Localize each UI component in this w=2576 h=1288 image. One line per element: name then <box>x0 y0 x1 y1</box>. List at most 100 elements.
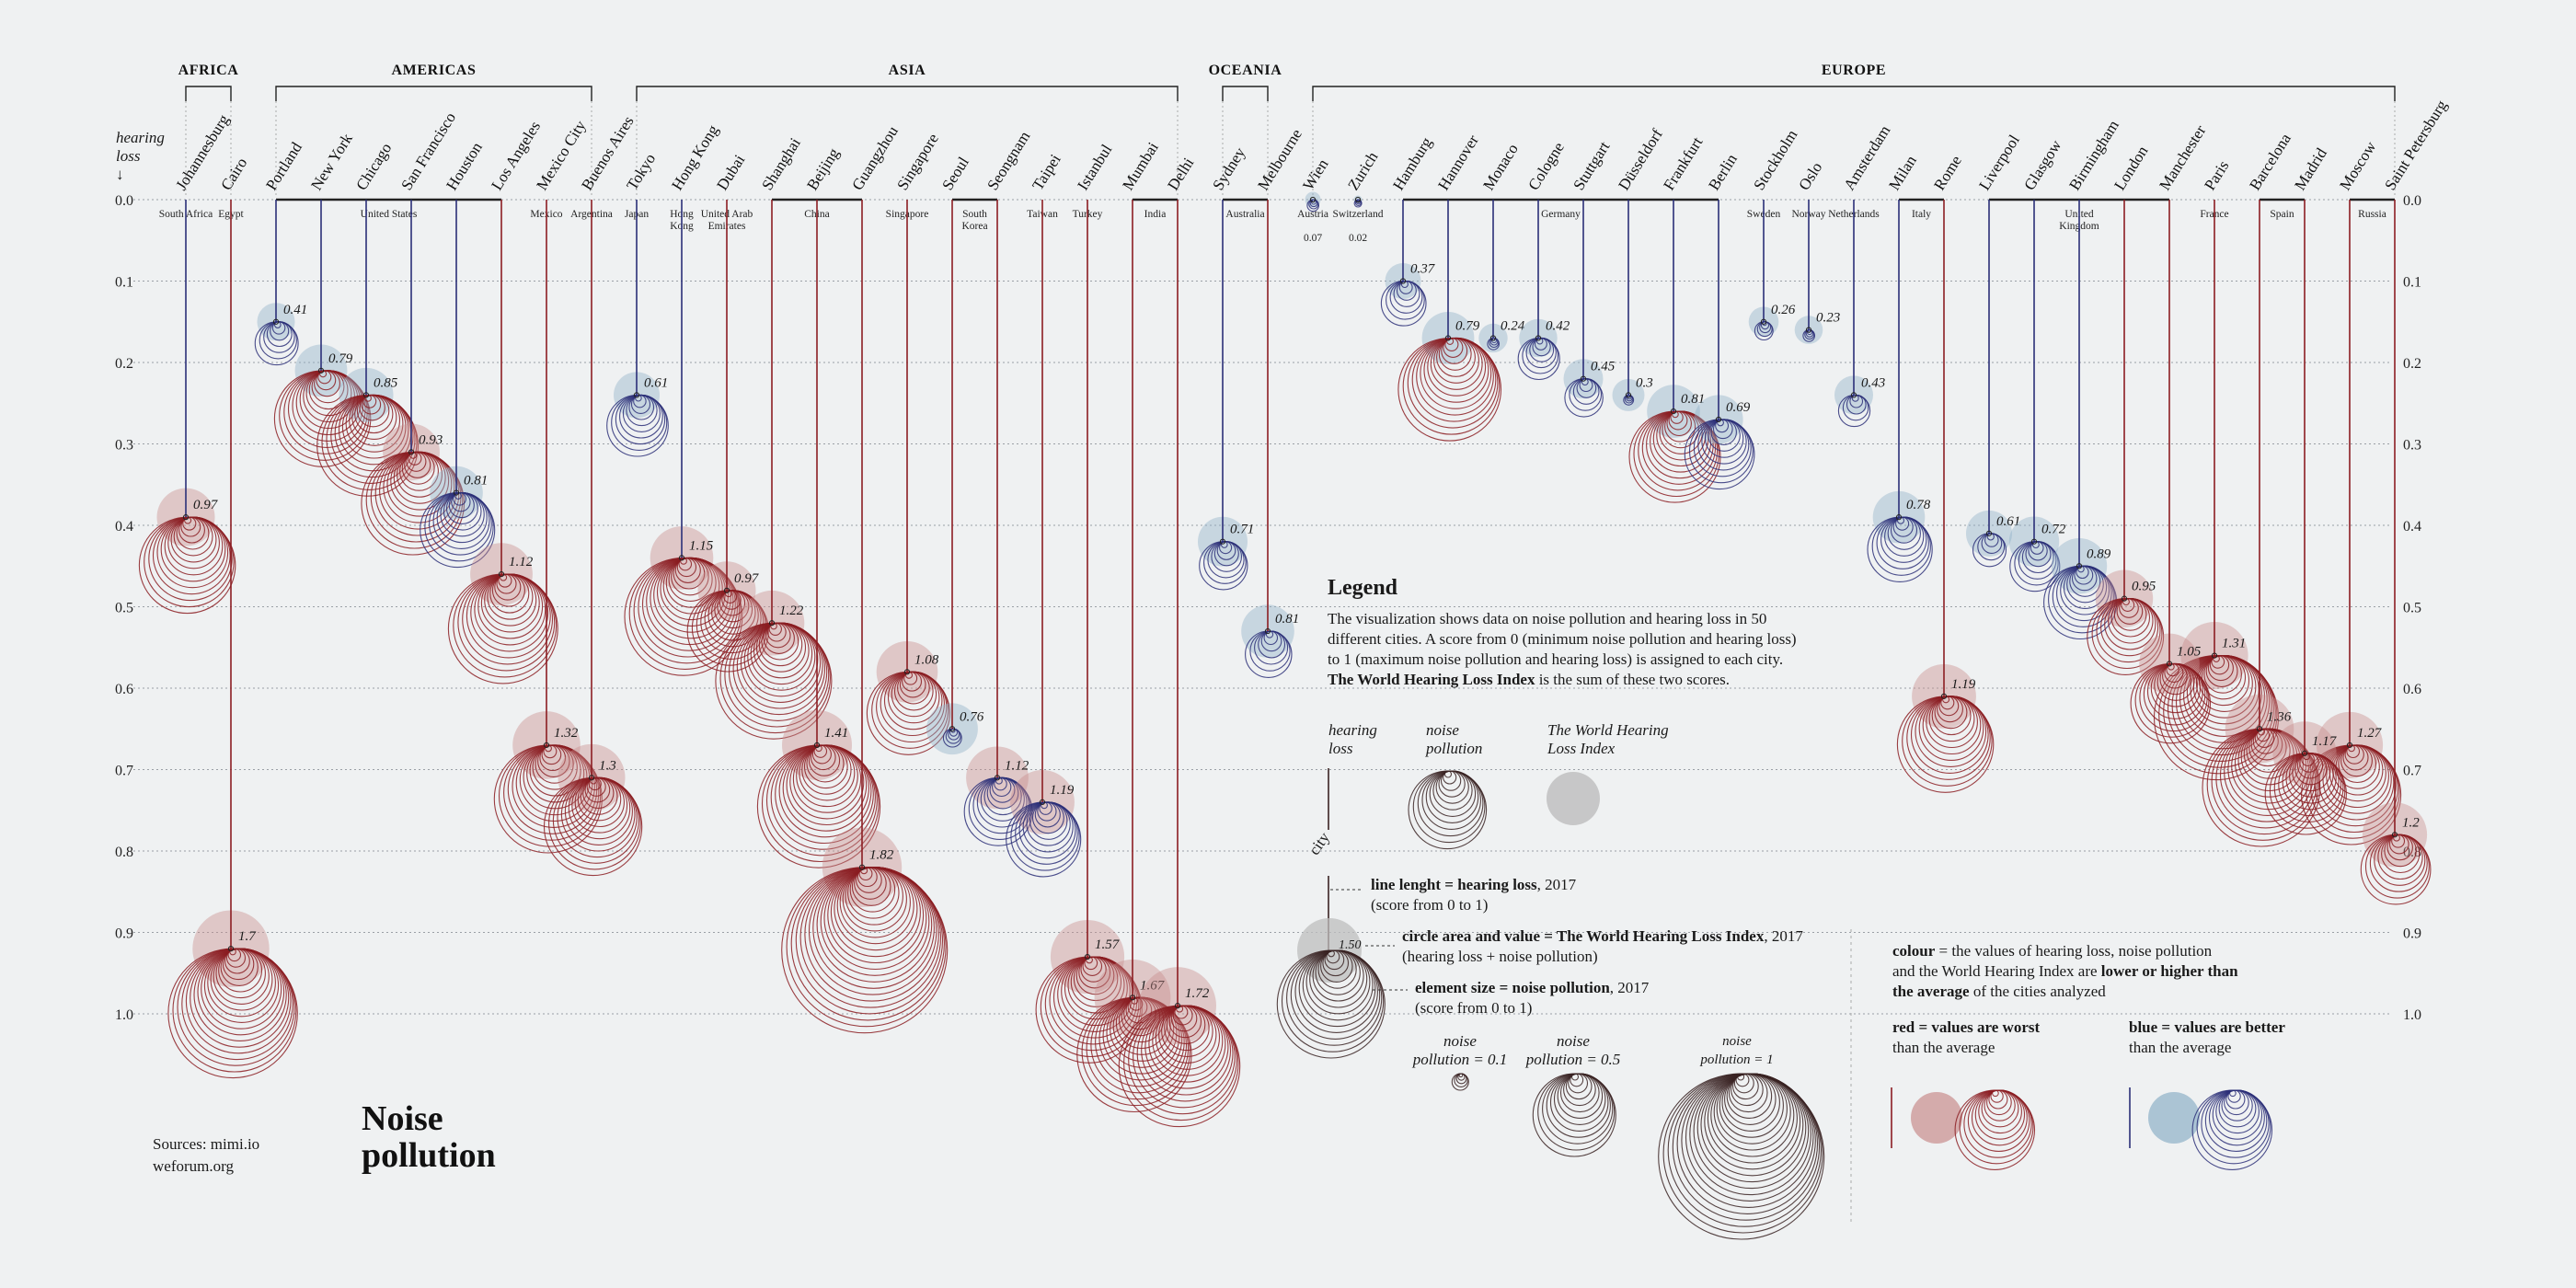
endpoint-dot <box>1354 196 1362 203</box>
city-delhi: 1.72 <box>1118 200 1241 1128</box>
region-label-europe: EUROPE <box>1822 63 1886 78</box>
noise-ring <box>273 370 372 467</box>
endpoint-dot <box>408 449 415 455</box>
endpoint-dot <box>1309 196 1317 203</box>
city-label: Hannover <box>1434 132 1482 193</box>
index-value-label: 0.81 <box>464 474 488 489</box>
noise-pollution-element <box>2043 565 2118 640</box>
country-label: Russia <box>2358 209 2386 220</box>
y-tick-label-left: 1.0 <box>115 1007 133 1023</box>
noise-pollution-element <box>1076 996 1192 1113</box>
legend-circle-value: 1.50 <box>1339 938 1362 952</box>
city-label: Zurich <box>1344 148 1381 193</box>
city-moscow: 1.27 <box>2301 200 2402 845</box>
city-stockholm: 0.26 <box>1748 200 1796 341</box>
city-label: Oslo <box>1795 159 1825 193</box>
noise-ring <box>606 394 669 457</box>
city-liverpool: 0.61 <box>1966 200 2020 568</box>
city-label: Saint Petersburg <box>2381 97 2451 193</box>
noise-pollution-element <box>447 573 558 684</box>
city-label: Mumbai <box>1119 139 1162 193</box>
legend-intro-end: is the sum of these two scores. <box>1535 671 1730 688</box>
endpoint-dot <box>543 742 550 749</box>
index-value-label: 1.19 <box>1951 677 1976 692</box>
legend-intro-line: The visualization shows data on noise po… <box>1328 610 1767 627</box>
region-bracket <box>185 86 232 101</box>
region-bracket <box>1222 86 1269 101</box>
city-taipei: 1.19 <box>1006 200 1082 878</box>
noise-pollution-element <box>2264 753 2347 835</box>
country-label: Italy <box>1912 209 1931 220</box>
noise-ring <box>1076 996 1192 1113</box>
legend-intro: The visualization shows data on noise po… <box>1328 609 1797 690</box>
endpoint-dot <box>1039 799 1046 806</box>
noise-pollution-element <box>1896 696 1995 793</box>
endpoint-dot <box>1895 514 1903 521</box>
noise-pollution-element <box>1245 630 1293 678</box>
noise-ring <box>254 321 299 366</box>
noise-ring <box>1397 337 1502 442</box>
index-value-label: 1.32 <box>554 726 579 741</box>
city-melbourne: 0.81 <box>1241 200 1299 678</box>
region-label-asia: ASIA <box>889 63 926 78</box>
noise-pollution-element <box>606 394 669 457</box>
noise-pollution-element <box>1397 337 1502 442</box>
index-value-label: 0.26 <box>1771 303 1796 317</box>
noise-ring <box>543 776 643 877</box>
noise-ring <box>1896 696 1995 793</box>
city-label: Dubai <box>713 152 748 194</box>
index-value-label: 0.81 <box>1681 392 1705 407</box>
country-label: Korea <box>961 221 987 232</box>
noise-ring <box>1006 801 1082 878</box>
endpoint-dot <box>1670 408 1677 415</box>
noise-ring <box>1517 337 1560 381</box>
city-label: Düsseldorf <box>1615 126 1666 194</box>
index-value-label: 0.61 <box>644 375 668 390</box>
noise-ring <box>1724 1073 1777 1125</box>
y-tick-label-right: 0.2 <box>2403 356 2421 372</box>
y-tick-label-left: 0.8 <box>115 845 133 860</box>
legend-label-hearing-loss: hearing loss <box>1328 721 1377 757</box>
legend-intro-line: The World Hearing Loss Index is the sum … <box>1328 670 1797 690</box>
noise-pollution-element <box>1954 1089 2036 1170</box>
index-value-label: 1.2 <box>2402 815 2420 830</box>
endpoint-dot <box>272 318 280 325</box>
endpoint-dot <box>678 555 685 561</box>
y-tick-label-left: 0.3 <box>115 438 133 454</box>
country-label: United States <box>361 209 418 220</box>
city-label: Houston <box>443 139 486 193</box>
noise-ring <box>1658 1073 1825 1240</box>
endpoint-dot <box>2391 832 2398 838</box>
city-berlin: 0.69 <box>1684 200 1755 490</box>
page-title-line: pollution <box>362 1136 496 1175</box>
index-value-label: 0.97 <box>734 571 760 586</box>
legend-noise-example-0.1: noise pollution = 0.1 <box>1412 1032 1508 1068</box>
noise-pollution-element <box>2191 1089 2273 1170</box>
index-value-label: 1.82 <box>869 848 894 863</box>
y-axis-title-text: hearing loss <box>116 129 165 165</box>
noise-pollution-element <box>1532 1073 1616 1157</box>
country-label: Switzerland <box>1333 209 1384 220</box>
city-tokyo: 0.61 <box>606 200 669 457</box>
y-tick-label-left: 0.5 <box>115 601 133 616</box>
city-label: Melbourne <box>1254 126 1305 193</box>
country-label: Germany <box>1541 209 1581 220</box>
city-marks: 0.07 0.02 0.37 0.41 0.26 0.23 0.79 0.24 0.42 0.79… <box>138 191 2432 1128</box>
index-value-label: 1.72 <box>1185 986 1210 1001</box>
country-label: Spain <box>2270 209 2294 220</box>
endpoint-dot <box>768 620 776 627</box>
noise-ring <box>447 573 558 684</box>
city-los-angeles: 1.12 <box>447 200 558 684</box>
index-value-label: 1.27 <box>2357 726 2383 741</box>
noise-pollution-element <box>138 516 236 615</box>
city-shanghai: 1.22 <box>715 200 833 740</box>
index-value-label: 0.71 <box>1230 523 1254 537</box>
noise-ring <box>624 557 743 676</box>
noise-ring <box>686 590 769 673</box>
legend-label-noise-pollution: noise pollution <box>1426 721 1483 757</box>
noise-pollution-element <box>1564 378 1604 418</box>
index-value-label: 0.72 <box>2041 523 2066 537</box>
noise-ring <box>420 492 496 569</box>
noise-ring <box>1451 1073 1469 1091</box>
noise-ring <box>1199 541 1248 591</box>
